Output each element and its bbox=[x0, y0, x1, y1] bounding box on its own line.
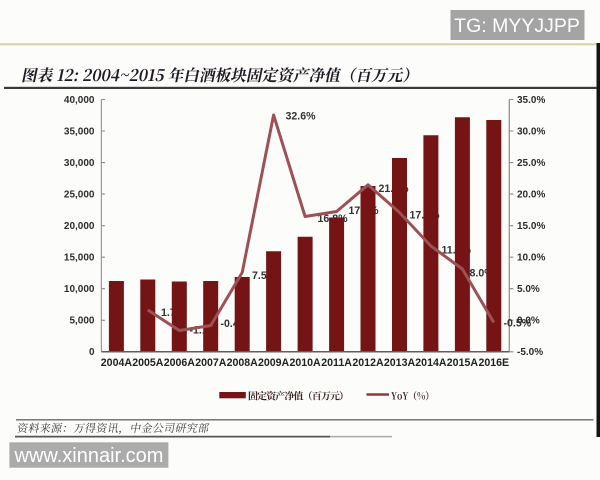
svg-text:2006A: 2006A bbox=[164, 357, 196, 369]
svg-text:0.0%: 0.0% bbox=[517, 316, 540, 327]
svg-text:2008A: 2008A bbox=[227, 357, 259, 369]
svg-text:5.0%: 5.0% bbox=[517, 284, 540, 295]
svg-text:32.6%: 32.6% bbox=[286, 111, 317, 123]
svg-text:2005A: 2005A bbox=[132, 357, 164, 369]
svg-text:40,000: 40,000 bbox=[64, 95, 95, 106]
svg-text:2004A: 2004A bbox=[101, 357, 133, 369]
svg-text:2013A: 2013A bbox=[384, 357, 416, 369]
svg-text:20,000: 20,000 bbox=[64, 221, 95, 232]
svg-text:-0.5%: -0.5% bbox=[504, 318, 532, 330]
svg-text:TG: MYYJJPP: TG: MYYJJPP bbox=[454, 15, 580, 37]
svg-text:15,000: 15,000 bbox=[64, 253, 95, 264]
svg-text:20.0%: 20.0% bbox=[517, 190, 545, 201]
svg-text:2007A: 2007A bbox=[195, 357, 227, 369]
svg-text:2010A: 2010A bbox=[289, 357, 321, 369]
svg-text:25,000: 25,000 bbox=[64, 190, 95, 201]
svg-text:30,000: 30,000 bbox=[64, 158, 95, 169]
svg-text:2015A: 2015A bbox=[447, 357, 479, 369]
svg-text:35,000: 35,000 bbox=[64, 126, 95, 137]
svg-text:-5.0%: -5.0% bbox=[517, 347, 543, 358]
svg-text:10,000: 10,000 bbox=[64, 284, 95, 295]
svg-text:www.xinnair.com: www.xinnair.com bbox=[14, 445, 164, 467]
svg-text:2009A: 2009A bbox=[258, 357, 290, 369]
svg-text:15.0%: 15.0% bbox=[517, 221, 545, 232]
svg-text:2016E: 2016E bbox=[478, 357, 509, 369]
svg-text:5,000: 5,000 bbox=[69, 316, 94, 327]
svg-text:35.0%: 35.0% bbox=[517, 95, 545, 106]
svg-text:25.0%: 25.0% bbox=[517, 158, 545, 169]
svg-text:0: 0 bbox=[89, 347, 95, 358]
svg-text:2011A: 2011A bbox=[321, 357, 352, 369]
svg-text:30.0%: 30.0% bbox=[517, 126, 545, 137]
svg-text:10.0%: 10.0% bbox=[517, 253, 545, 264]
svg-text:2012A: 2012A bbox=[352, 357, 384, 369]
svg-text:2014A: 2014A bbox=[415, 357, 447, 369]
